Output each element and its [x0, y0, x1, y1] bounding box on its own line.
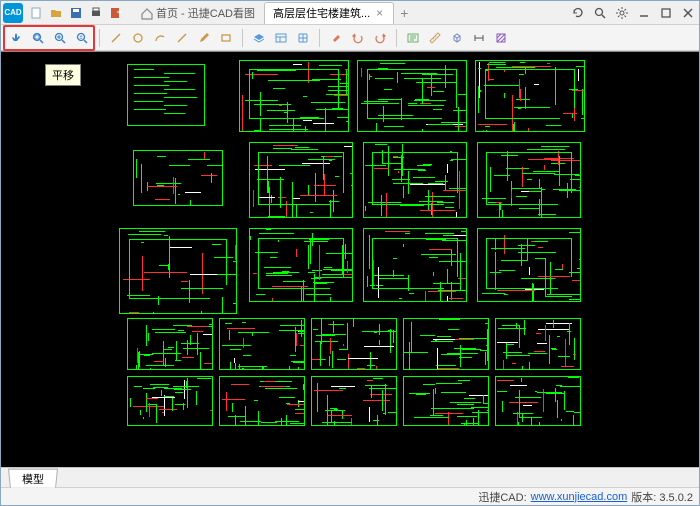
drawing-sheet[interactable] — [119, 228, 237, 314]
toolbar-separator — [319, 29, 320, 47]
status-version: 版本: 3.5.0.2 — [631, 489, 693, 505]
drawing-sheet[interactable] — [239, 60, 349, 132]
tab-label: 首页 - 迅捷CAD看图 — [156, 5, 255, 21]
drawing-sheet[interactable] — [475, 60, 585, 132]
status-bar: 迅捷CAD: www.xunjiecad.com 版本: 3.5.0.2 — [1, 487, 699, 505]
circle-button[interactable] — [128, 28, 148, 48]
zoom-realtime-button[interactable]: ± — [72, 28, 92, 48]
zoom-icon[interactable] — [591, 4, 609, 22]
zoom-window-button[interactable] — [28, 28, 48, 48]
maximize-icon[interactable] — [657, 4, 675, 22]
toolbar-group: ± — [3, 25, 95, 51]
arc-button[interactable] — [150, 28, 170, 48]
refresh-icon[interactable] — [569, 4, 587, 22]
properties-button[interactable] — [403, 28, 423, 48]
model-tab[interactable]: 模型 — [8, 469, 58, 488]
main-toolbar: ± — [1, 25, 699, 51]
3d-button[interactable] — [447, 28, 467, 48]
toolbar-group — [104, 28, 238, 48]
drawing-sheet[interactable] — [127, 64, 205, 126]
print-icon[interactable] — [87, 4, 105, 22]
edit-button[interactable] — [194, 28, 214, 48]
dim-button[interactable] — [469, 28, 489, 48]
document-tabs: 首页 - 迅捷CAD看图 高层层住宅楼建筑... × + — [131, 2, 569, 24]
measure-button[interactable] — [425, 28, 445, 48]
layout-button[interactable] — [271, 28, 291, 48]
tab-label: 高层层住宅楼建筑... — [273, 5, 370, 21]
close-icon[interactable] — [679, 4, 697, 22]
drawing-sheet[interactable] — [127, 318, 213, 370]
document-tab[interactable]: 首页 - 迅捷CAD看图 — [131, 2, 264, 24]
drawing-sheet[interactable] — [495, 318, 581, 370]
tab-close-icon[interactable]: × — [374, 6, 385, 20]
new-tab-button[interactable]: + — [394, 5, 414, 21]
app-window: CAD 首页 - 迅捷CAD看图 高层层住宅楼建筑... × + ± 平移 模型 迅捷… — [0, 0, 700, 506]
drawing-sheet[interactable] — [249, 228, 353, 302]
drawing-sheet[interactable] — [495, 376, 581, 426]
erase-button[interactable] — [326, 28, 346, 48]
line-button[interactable] — [106, 28, 126, 48]
drawing-canvas[interactable]: 平移 — [1, 51, 699, 467]
drawing-sheet[interactable] — [219, 318, 305, 370]
undo-button[interactable] — [348, 28, 368, 48]
pan-button[interactable] — [6, 28, 26, 48]
minimize-icon[interactable] — [635, 4, 653, 22]
save-icon[interactable] — [67, 4, 85, 22]
drawing-sheet[interactable] — [477, 228, 581, 302]
title-bar: CAD 首页 - 迅捷CAD看图 高层层住宅楼建筑... × + — [1, 1, 699, 25]
polyline-button[interactable] — [172, 28, 192, 48]
document-tab[interactable]: 高层层住宅楼建筑... × — [264, 2, 394, 24]
app-icon: CAD — [3, 3, 23, 23]
grid-button[interactable] — [293, 28, 313, 48]
hatch-button[interactable] — [491, 28, 511, 48]
toolbar-separator — [396, 29, 397, 47]
drawing-sheet[interactable] — [403, 318, 489, 370]
drawing-sheet[interactable] — [311, 318, 397, 370]
status-prefix: 迅捷CAD: — [478, 489, 526, 505]
pan-tooltip: 平移 — [45, 64, 81, 86]
toolbar-separator — [99, 29, 100, 47]
toolbar-group — [247, 28, 315, 48]
export-icon[interactable] — [107, 4, 125, 22]
settings-icon[interactable] — [613, 4, 631, 22]
open-icon[interactable] — [47, 4, 65, 22]
layout-tabs: 模型 — [1, 467, 699, 487]
drawing-sheet[interactable] — [249, 142, 353, 218]
drawing-sheet[interactable] — [133, 150, 223, 206]
redo-button[interactable] — [370, 28, 390, 48]
drawing-sheet[interactable] — [219, 376, 305, 426]
toolbar-separator — [242, 29, 243, 47]
new-icon[interactable] — [27, 4, 45, 22]
status-url-link[interactable]: www.xunjiecad.com — [531, 491, 628, 503]
drawing-sheet[interactable] — [363, 142, 467, 218]
toolbar-group — [324, 28, 392, 48]
drawing-sheet[interactable] — [403, 376, 489, 426]
title-quick-tools — [27, 4, 125, 22]
layer-button[interactable] — [249, 28, 269, 48]
drawing-sheet[interactable] — [357, 60, 467, 132]
drawing-sheet[interactable] — [363, 228, 467, 302]
rect-button[interactable] — [216, 28, 236, 48]
zoom-extents-button[interactable] — [50, 28, 70, 48]
drawing-sheet[interactable] — [477, 142, 581, 218]
home-icon — [140, 7, 152, 19]
drawing-sheet[interactable] — [127, 376, 213, 426]
window-buttons — [569, 4, 697, 22]
toolbar-group — [401, 28, 513, 48]
drawing-sheet[interactable] — [311, 376, 397, 426]
